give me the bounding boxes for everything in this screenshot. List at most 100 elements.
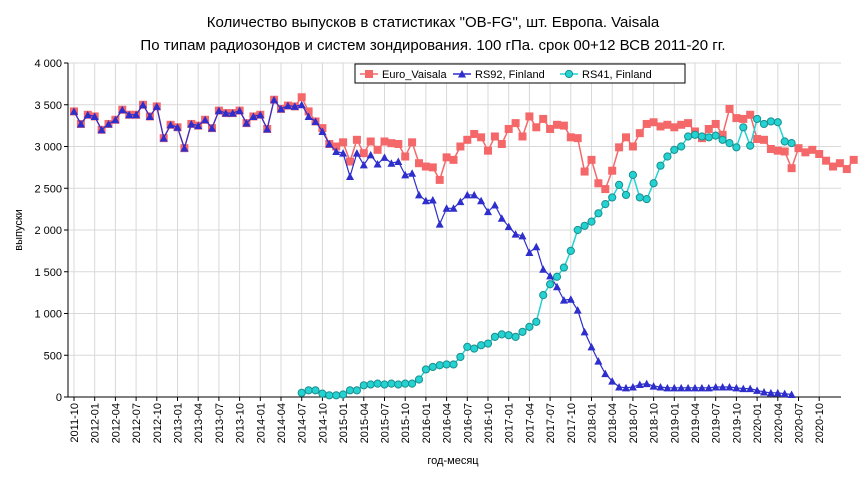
series-layer (70, 93, 858, 400)
data-point (580, 167, 589, 176)
data-point (780, 389, 789, 398)
data-point (787, 164, 796, 173)
data-point (663, 152, 672, 161)
data-point (166, 120, 175, 129)
data-point (228, 109, 237, 117)
data-point (787, 390, 796, 398)
data-point (725, 139, 734, 148)
data-point (732, 114, 741, 123)
data-point (539, 291, 548, 300)
data-point (704, 383, 713, 392)
data-point (691, 383, 699, 392)
x-tick-label: 2017-01 (504, 403, 516, 443)
x-tick-label: 2011-10 (69, 403, 81, 443)
x-tick-label: 2019-10 (731, 403, 743, 443)
data-point (401, 170, 410, 179)
data-point (456, 142, 465, 151)
x-tick-label: 2015-10 (400, 403, 412, 443)
data-point (297, 93, 306, 102)
series-rs92-finland (70, 95, 796, 398)
data-point (290, 102, 299, 110)
data-point (366, 150, 375, 159)
data-point (511, 230, 520, 238)
data-point (208, 124, 216, 132)
y-tick-label: 0 (56, 392, 62, 404)
data-point (497, 330, 506, 339)
x-tick-label: 2016-01 (421, 403, 433, 443)
data-point (332, 147, 341, 156)
data-point (566, 246, 575, 255)
data-point (684, 119, 693, 128)
legend: Euro_Vaisala RS92, Finland RS41, Finland (354, 63, 686, 84)
data-point (725, 382, 734, 391)
data-point (718, 130, 727, 139)
data-point (801, 148, 810, 157)
data-point (318, 389, 327, 398)
data-point (442, 153, 451, 162)
data-point (76, 119, 85, 128)
data-point (380, 153, 389, 161)
data-point (346, 157, 354, 166)
data-point (504, 331, 513, 340)
data-point (442, 204, 451, 212)
data-point (566, 133, 575, 142)
data-point (449, 360, 458, 369)
data-point (456, 352, 465, 362)
data-point (539, 114, 548, 123)
data-point (766, 145, 775, 154)
data-point (794, 144, 803, 153)
data-point (746, 141, 755, 150)
data-point (718, 135, 727, 144)
data-point (111, 115, 120, 124)
data-point (622, 133, 630, 142)
data-point (677, 120, 686, 129)
data-point (318, 127, 327, 135)
data-point (615, 382, 624, 391)
data-point (332, 391, 341, 400)
data-point (677, 142, 686, 151)
data-point (394, 380, 403, 389)
data-point (594, 209, 603, 218)
data-point (359, 160, 368, 169)
data-point (463, 342, 472, 351)
data-point (594, 179, 603, 188)
y-tick-label: 2 500 (34, 183, 62, 195)
legend-label: RS92, Finland (475, 69, 545, 81)
data-point (739, 384, 748, 393)
data-point (387, 159, 396, 167)
x-tick-labels: 2011-10 2012-01 2012-04 2012-07 2012-10 2013-… (69, 403, 826, 443)
data-point (753, 386, 762, 394)
data-point (339, 149, 348, 157)
data-point (635, 193, 644, 202)
data-point (256, 110, 265, 119)
data-point (532, 317, 541, 326)
x-tick-label: 2015-04 (359, 403, 371, 443)
data-point (732, 383, 741, 392)
x-tick-label: 2012-10 (152, 403, 164, 443)
y-tick-labels: 0 500 1 000 1 500 2 000 2 500 3 000 3 500 4 000 (34, 58, 62, 404)
data-point (352, 135, 361, 144)
data-point (621, 190, 631, 200)
data-point (711, 131, 720, 140)
x-tick-label: 2020-10 (814, 403, 826, 443)
data-point (608, 166, 617, 175)
data-point (394, 139, 403, 148)
data-point (532, 242, 541, 251)
axes (64, 62, 841, 401)
data-point (83, 110, 92, 119)
x-tick-label: 2016-07 (462, 403, 474, 443)
data-point (580, 221, 589, 230)
data-point (773, 388, 782, 397)
data-point (559, 296, 568, 304)
data-point (552, 272, 562, 281)
data-point (490, 132, 499, 141)
data-point (566, 295, 575, 303)
data-point (221, 109, 230, 117)
data-point (746, 110, 755, 119)
data-point (490, 332, 499, 341)
data-point (477, 341, 486, 350)
data-point (408, 379, 417, 388)
data-point (380, 380, 389, 389)
data-point (684, 383, 693, 392)
